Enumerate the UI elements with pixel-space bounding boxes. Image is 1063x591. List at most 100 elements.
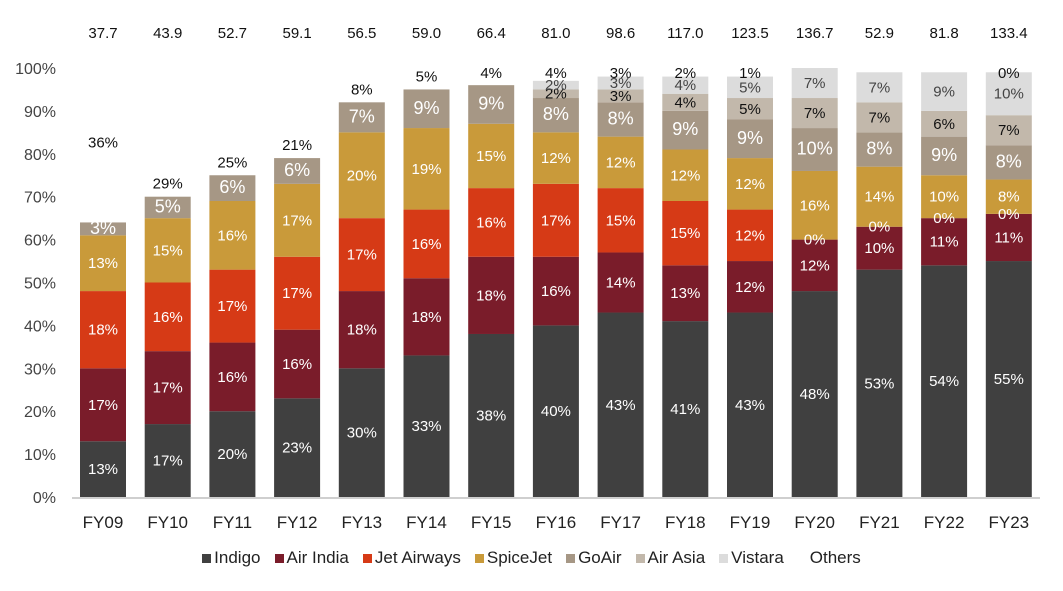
total-label: 43.9 bbox=[153, 25, 182, 42]
data-label: 12% bbox=[541, 150, 571, 167]
bar-segment-goair bbox=[468, 85, 515, 124]
data-label: 17% bbox=[541, 212, 571, 229]
legend-label: Others bbox=[809, 548, 861, 567]
bar-segment-jet-airways bbox=[80, 291, 126, 369]
bar-segment-vistara bbox=[727, 76, 773, 99]
data-label: 15% bbox=[153, 242, 183, 259]
total-label: 81.8 bbox=[929, 25, 958, 42]
x-tick-label: FY14 bbox=[406, 513, 447, 532]
data-label: 12% bbox=[606, 154, 636, 171]
data-label: 16% bbox=[217, 227, 247, 244]
bar-segment-jet-airways bbox=[727, 209, 773, 262]
data-labels-layer: 13% 17% 18% 13% 3% 36% 17% 17% 16% 15% 5% 29% 20% 16%… bbox=[88, 65, 1024, 478]
bar-segment-jet-airways bbox=[662, 200, 709, 266]
data-label: 5% bbox=[739, 101, 761, 118]
bar-segment-indigo bbox=[727, 312, 773, 497]
legend-label: Indigo bbox=[214, 548, 261, 567]
x-tick-label: FY16 bbox=[536, 513, 577, 532]
bar-segment-indigo bbox=[662, 321, 709, 497]
bar-segment-vistara bbox=[985, 72, 1032, 116]
data-label: 3% bbox=[610, 88, 632, 105]
bar-segment-spicejet bbox=[727, 158, 773, 210]
bar-segment-air-asia bbox=[662, 93, 709, 111]
data-label: 8% bbox=[608, 108, 634, 128]
data-label: 9% bbox=[672, 119, 698, 139]
bar-segment-goair bbox=[403, 89, 450, 129]
bar-segment-air-india bbox=[856, 226, 903, 270]
data-label: 17% bbox=[282, 212, 312, 229]
bar-segment-goair bbox=[597, 102, 644, 137]
data-label: 23% bbox=[282, 440, 312, 457]
data-label-others: 3% bbox=[610, 65, 632, 82]
data-label: 16% bbox=[541, 283, 571, 300]
data-label: 16% bbox=[476, 214, 506, 231]
bar-segment-goair bbox=[985, 145, 1032, 180]
bar-segment-air-india bbox=[662, 265, 709, 322]
legend-swatch bbox=[474, 553, 484, 563]
bar-segment-goair bbox=[921, 136, 968, 176]
legend: Indigo Air India Jet Airways SpiceJet GoAir A… bbox=[0, 548, 1063, 568]
data-label: 18% bbox=[411, 309, 441, 326]
data-label: 0% bbox=[933, 210, 955, 227]
data-label: 10% bbox=[929, 189, 959, 206]
data-label: 15% bbox=[606, 212, 636, 229]
bar-segment-air-asia bbox=[791, 98, 838, 129]
y-tick-label: 70% bbox=[24, 190, 56, 207]
bar-segment-jet-airways bbox=[532, 183, 579, 257]
bar-segment-air-india bbox=[80, 368, 126, 442]
data-label: 8% bbox=[998, 189, 1020, 206]
legend-label: Air India bbox=[286, 548, 349, 567]
bar-segment-air-asia bbox=[856, 102, 903, 133]
legend-item: SpiceJet bbox=[474, 548, 552, 568]
bar-segment-vistara bbox=[856, 72, 903, 103]
data-label: 5% bbox=[155, 196, 181, 216]
bar-segment-indigo bbox=[921, 265, 968, 497]
stacked-bar-chart: 37.7 43.9 52.7 59.1 56.5 59.0 66.4 81.0 98.6 117.… bbox=[15, 25, 1040, 532]
bar-segment-air-india bbox=[921, 218, 968, 266]
legend-item: GoAir bbox=[566, 548, 622, 568]
data-label: 6% bbox=[933, 116, 955, 133]
data-label: 4% bbox=[674, 77, 696, 94]
bar-segment-goair bbox=[532, 98, 579, 133]
data-label: 14% bbox=[606, 275, 636, 292]
data-label-others: 25% bbox=[217, 154, 247, 171]
y-tick-label: 0% bbox=[33, 490, 56, 507]
bar-segment-jet-airways bbox=[468, 188, 515, 257]
data-label: 12% bbox=[670, 167, 700, 184]
data-label: 48% bbox=[800, 386, 830, 403]
total-label: 98.6 bbox=[606, 25, 635, 42]
data-label: 16% bbox=[411, 236, 441, 253]
data-label: 3% bbox=[90, 218, 116, 238]
bar-segment-air-asia bbox=[532, 89, 579, 99]
bar-segment-goair bbox=[80, 222, 126, 236]
bar-segment-goair bbox=[338, 102, 385, 133]
bar-segment-spicejet bbox=[921, 175, 968, 219]
data-label: 7% bbox=[804, 105, 826, 122]
totals-layer: 37.7 43.9 52.7 59.1 56.5 59.0 66.4 81.0 98.6 117.… bbox=[88, 25, 1027, 42]
bar-segment-spicejet bbox=[532, 132, 579, 184]
data-label: 2% bbox=[545, 77, 567, 94]
x-axis: FY09 FY10 FY11 FY12 FY13 FY14 FY15 FY16 FY17 FY18… bbox=[83, 513, 1029, 532]
bar-segment-air-india bbox=[985, 213, 1032, 262]
legend-label: Air Asia bbox=[647, 548, 706, 567]
data-label: 20% bbox=[347, 167, 377, 184]
bar-segment-air-india bbox=[209, 342, 256, 412]
data-label: 40% bbox=[541, 403, 571, 420]
data-label: 7% bbox=[349, 106, 375, 126]
bar-segment-jet-airways bbox=[274, 256, 321, 330]
bar-segment-air-india bbox=[338, 291, 385, 369]
bar-segment-air-india bbox=[468, 256, 515, 334]
bar-segment-vistara bbox=[791, 68, 838, 99]
x-tick-label: FY21 bbox=[859, 513, 900, 532]
legend-swatch bbox=[719, 553, 729, 563]
bar-segment-goair bbox=[209, 175, 256, 201]
y-tick-label: 40% bbox=[24, 318, 56, 335]
data-label: 10% bbox=[797, 139, 833, 159]
total-label: 136.7 bbox=[796, 25, 834, 42]
legend-item: Vistara bbox=[719, 548, 784, 568]
data-label: 54% bbox=[929, 373, 959, 390]
total-label: 56.5 bbox=[347, 25, 376, 42]
bar-segment-spicejet bbox=[985, 179, 1032, 214]
data-label: 10% bbox=[864, 240, 894, 257]
bar-segment-indigo bbox=[274, 398, 321, 497]
